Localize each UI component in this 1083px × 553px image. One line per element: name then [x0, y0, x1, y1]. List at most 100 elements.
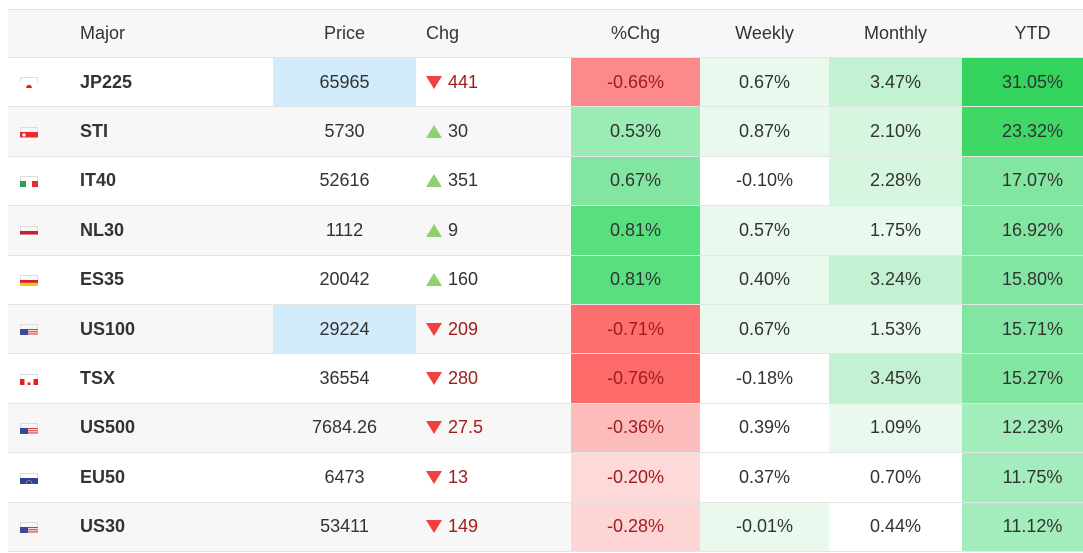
- weekly-cell: 0.39%: [700, 403, 829, 453]
- usa-flag-icon: [20, 522, 38, 533]
- symbol-label[interactable]: US500: [80, 417, 136, 438]
- symbol-label[interactable]: JP225: [80, 71, 133, 92]
- symbol-cell[interactable]: US100: [70, 304, 273, 353]
- japan-flag-icon: [20, 77, 38, 89]
- pct-change-cell: -0.66%: [571, 57, 700, 107]
- change-value: 30: [448, 121, 469, 142]
- monthly-value: 1.09%: [869, 417, 922, 438]
- major-indices-table: Major Price Chg %Chg Weekly Monthly YTD …: [8, 9, 1083, 552]
- pct-change-cell: 0.53%: [571, 106, 700, 157]
- table-row[interactable]: STI 5730 30 0.53% 0.87% 2.10% 23.32%: [8, 106, 1083, 157]
- table-row[interactable]: US500 7684.26 27.5 -0.36% 0.39% 1.09% 12.23%: [8, 403, 1083, 453]
- arrow-down-icon: [426, 322, 442, 336]
- monthly-cell: 2.28%: [829, 156, 962, 206]
- symbol-label[interactable]: US30: [80, 516, 126, 537]
- pct-change-cell: 0.81%: [571, 255, 700, 305]
- weekly-cell: 0.87%: [700, 106, 829, 157]
- symbol-cell[interactable]: ES35: [70, 255, 273, 304]
- symbol-label[interactable]: EU50: [80, 466, 126, 487]
- monthly-value: 1.53%: [869, 318, 922, 339]
- table-row[interactable]: EU50 6473 13 -0.20% 0.37% 0.70% 11.75%: [8, 452, 1083, 503]
- symbol-label[interactable]: NL30: [80, 219, 125, 240]
- flag-cell: [8, 354, 70, 403]
- change-value: 27.5: [448, 417, 484, 438]
- price-value: 7684.26: [311, 417, 378, 438]
- header-weekly[interactable]: Weekly: [735, 23, 794, 43]
- pct-change-value: -0.76%: [606, 368, 665, 389]
- change-cell: 9: [416, 206, 571, 255]
- monthly-value: 2.10%: [869, 121, 922, 142]
- weekly-value: 0.67%: [738, 71, 791, 92]
- header-ytd[interactable]: YTD: [1014, 23, 1051, 43]
- ytd-value: 15.71%: [1001, 318, 1064, 339]
- pct-change-cell: -0.71%: [571, 304, 700, 354]
- price-cell: 1112: [273, 206, 416, 255]
- pct-change-value: 0.81%: [609, 219, 662, 240]
- pct-change-cell: 0.81%: [571, 205, 700, 256]
- monthly-cell: 2.10%: [829, 106, 962, 157]
- spain-flag-icon: [20, 275, 38, 286]
- change-cell: 280: [416, 354, 571, 403]
- weekly-cell: -0.18%: [700, 353, 829, 404]
- weekly-value: 0.37%: [738, 466, 791, 487]
- ytd-cell: 15.27%: [962, 353, 1083, 404]
- ytd-cell: 17.07%: [962, 156, 1083, 206]
- weekly-cell: 0.67%: [700, 57, 829, 107]
- ytd-value: 11.12%: [1002, 516, 1063, 537]
- symbol-label[interactable]: IT40: [80, 170, 117, 191]
- symbol-label[interactable]: ES35: [80, 269, 125, 290]
- symbol-cell[interactable]: STI: [70, 107, 273, 156]
- weekly-cell: 0.37%: [700, 452, 829, 503]
- flag-cell: [8, 403, 70, 452]
- table-row[interactable]: JP225 65965 441 -0.66% 0.67% 3.47% 31.05%: [8, 57, 1083, 107]
- symbol-label[interactable]: STI: [80, 121, 109, 142]
- symbol-cell[interactable]: IT40: [70, 156, 273, 205]
- header-monthly[interactable]: Monthly: [863, 23, 928, 43]
- price-cell: 65965: [273, 57, 416, 107]
- monthly-value: 1.75%: [869, 219, 922, 240]
- symbol-cell[interactable]: US30: [70, 502, 273, 551]
- change-cell: 209: [416, 304, 571, 353]
- weekly-value: 0.57%: [738, 219, 791, 240]
- table-row[interactable]: TSX 36554 280 -0.76% -0.18% 3.45% 15.27%: [8, 353, 1083, 404]
- pct-change-value: 0.53%: [609, 121, 662, 142]
- arrow-up-icon: [426, 223, 442, 237]
- symbol-cell[interactable]: JP225: [70, 58, 273, 107]
- table-row[interactable]: US100 29224 209 -0.71% 0.67% 1.53% 15.71%: [8, 304, 1083, 354]
- weekly-value: -0.18%: [735, 368, 794, 389]
- pct-change-value: -0.36%: [606, 417, 665, 438]
- pct-change-value: -0.66%: [606, 71, 665, 92]
- monthly-cell: 3.45%: [829, 353, 962, 404]
- table-row[interactable]: ES35 20042 160 0.81% 0.40% 3.24% 15.80%: [8, 255, 1083, 305]
- symbol-label[interactable]: US100: [80, 318, 136, 339]
- ytd-value: 11.75%: [1002, 466, 1063, 487]
- pct-change-value: -0.71%: [606, 318, 665, 339]
- ytd-value: 31.05%: [1001, 71, 1064, 92]
- ytd-cell: 15.80%: [962, 255, 1083, 305]
- ytd-value: 15.80%: [1001, 269, 1064, 290]
- header-price[interactable]: Price: [323, 23, 365, 43]
- ytd-cell: 15.71%: [962, 304, 1083, 354]
- symbol-cell[interactable]: US500: [70, 403, 273, 452]
- ytd-value: 12.23%: [1001, 417, 1064, 438]
- change-value: 351: [448, 170, 479, 191]
- arrow-up-icon: [426, 125, 442, 139]
- header-chg[interactable]: Chg: [426, 23, 460, 43]
- table-row[interactable]: IT40 52616 351 0.67% -0.10% 2.28% 17.07%: [8, 156, 1083, 206]
- header-major[interactable]: Major: [80, 23, 126, 43]
- header-pct-chg[interactable]: %Chg: [610, 23, 661, 43]
- symbol-label[interactable]: TSX: [80, 368, 116, 389]
- price-value: 53411: [320, 516, 369, 537]
- change-value: 160: [448, 269, 479, 290]
- price-value: 65965: [319, 71, 370, 92]
- symbol-cell[interactable]: NL30: [70, 206, 273, 255]
- weekly-value: 0.67%: [738, 318, 791, 339]
- table-row[interactable]: US30 53411 149 -0.28% -0.01% 0.44% 11.12%: [8, 502, 1083, 552]
- table-row[interactable]: NL30 1112 9 0.81% 0.57% 1.75% 16.92%: [8, 205, 1083, 256]
- monthly-value: 0.44%: [869, 516, 922, 537]
- price-cell: 52616: [273, 156, 416, 205]
- pct-change-value: -0.28%: [606, 516, 665, 537]
- symbol-cell[interactable]: TSX: [70, 354, 273, 403]
- symbol-cell[interactable]: EU50: [70, 453, 273, 502]
